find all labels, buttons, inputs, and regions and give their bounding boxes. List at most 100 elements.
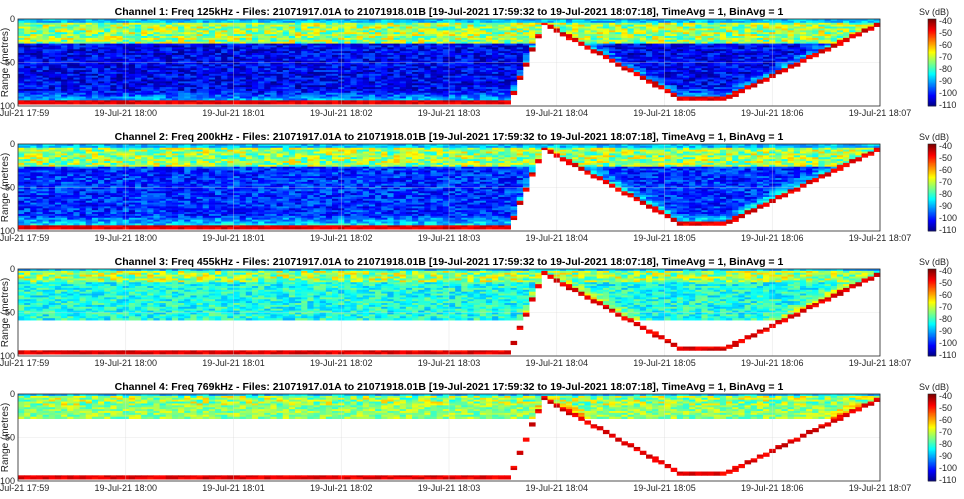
- colorbar-tick-label: -50: [939, 278, 952, 288]
- y-tick-label: 100: [0, 226, 15, 236]
- y-tick-label: 0: [10, 389, 15, 399]
- echogram-heatmap: [18, 269, 881, 355]
- x-tick-label: 19-Jul-21 18:07: [849, 108, 912, 118]
- y-tick-label: 100: [0, 351, 15, 361]
- panel-title: Channel 1: Freq 125kHz - Files: 21071917…: [115, 6, 784, 18]
- axes-frame: [17, 18, 881, 107]
- colorbar: Sv (dB)-40 -50 -60 -70 -80 -90 -100 -110: [919, 7, 957, 110]
- echogram-heatmap: [18, 394, 881, 480]
- x-tick-label: 19-Jul-21 17:59: [0, 108, 49, 118]
- channel-panel-4: Channel 4: Freq 769kHz - Files: 21071917…: [0, 381, 957, 493]
- colorbar: Sv (dB)-40 -50 -60 -70 -80 -90 -100 -110: [919, 132, 957, 235]
- colorbar-tick-label: -110: [939, 350, 956, 360]
- x-tick-label: 19-Jul-21 18:05: [633, 108, 696, 118]
- colorbar-tick-label: -80: [939, 314, 952, 324]
- channel-panel-2: Channel 2: Freq 200kHz - Files: 21071917…: [0, 131, 957, 243]
- x-tick-label: 19-Jul-21 18:00: [94, 233, 157, 243]
- x-tick-label: 19-Jul-21 18:07: [849, 358, 912, 368]
- x-tick-label: 19-Jul-21 18:05: [633, 483, 696, 493]
- x-tick-label: 19-Jul-21 18:03: [418, 233, 481, 243]
- channel-panel-3: Channel 3: Freq 455kHz - Files: 21071917…: [0, 256, 957, 368]
- colorbar-tick-label: -70: [939, 302, 952, 312]
- echogram-heatmap: [18, 19, 881, 105]
- colorbar-label: Sv (dB): [919, 7, 949, 17]
- colorbar-tick-label: -90: [939, 326, 952, 336]
- x-tick-label: 19-Jul-21 18:03: [418, 358, 481, 368]
- y-tick-label: 50: [5, 58, 15, 68]
- x-tick-label: 19-Jul-21 18:00: [94, 108, 157, 118]
- axes-frame: [17, 268, 881, 357]
- y-tick-label: 100: [0, 476, 15, 486]
- x-tick-label: 19-Jul-21 18:01: [202, 108, 265, 118]
- y-tick-label: 0: [10, 264, 15, 274]
- x-tick-label: 19-Jul-21 18:04: [525, 108, 588, 118]
- x-tick-label: 19-Jul-21 18:04: [525, 358, 588, 368]
- colorbar-tick-label: -60: [939, 290, 952, 300]
- colorbar-tick-label: -100: [939, 213, 957, 223]
- colorbar-tick-label: -80: [939, 64, 952, 74]
- colorbar-tick-label: -90: [939, 451, 952, 461]
- x-tick-label: 19-Jul-21 18:01: [202, 358, 265, 368]
- colorbar-tick-label: -80: [939, 439, 952, 449]
- colorbar-tick-label: -60: [939, 415, 952, 425]
- x-tick-label: 19-Jul-21 18:01: [202, 483, 265, 493]
- y-axis-label: Range (metres): [0, 278, 11, 347]
- x-tick-label: 19-Jul-21 18:07: [849, 483, 912, 493]
- colorbar-tick-label: -40: [939, 266, 952, 276]
- y-tick-label: 0: [10, 139, 15, 149]
- axes-frame: [17, 143, 881, 232]
- x-tick-label: 19-Jul-21 17:59: [0, 483, 49, 493]
- x-tick-label: 19-Jul-21 18:06: [741, 108, 804, 118]
- x-tick-label: 19-Jul-21 18:02: [310, 233, 373, 243]
- channel-panel-1: Channel 1: Freq 125kHz - Files: 21071917…: [0, 6, 957, 118]
- y-axis-label: Range (metres): [0, 403, 11, 472]
- x-tick-label: 19-Jul-21 18:06: [741, 233, 804, 243]
- colorbar-tick-label: -70: [939, 427, 952, 437]
- colorbar-tick-label: -100: [939, 88, 957, 98]
- colorbar-tick-label: -90: [939, 201, 952, 211]
- colorbar-label: Sv (dB): [919, 382, 949, 392]
- colorbar: Sv (dB)-40 -50 -60 -70 -80 -90 -100 -110: [919, 382, 957, 485]
- y-tick-label: 0: [10, 14, 15, 24]
- colorbar-tick-label: -50: [939, 28, 952, 38]
- x-tick-label: 19-Jul-21 17:59: [0, 233, 49, 243]
- colorbar-tick-label: -60: [939, 165, 952, 175]
- panel-title: Channel 3: Freq 455kHz - Files: 21071917…: [115, 256, 784, 268]
- colorbar-tick-label: -100: [939, 338, 957, 348]
- x-tick-label: 19-Jul-21 18:00: [94, 358, 157, 368]
- colorbar-tick-label: -110: [939, 225, 956, 235]
- y-tick-label: 100: [0, 101, 15, 111]
- colorbar-tick-label: -90: [939, 76, 952, 86]
- x-tick-label: 19-Jul-21 18:06: [741, 483, 804, 493]
- x-tick-label: 19-Jul-21 18:04: [525, 483, 588, 493]
- colorbar-tick-label: -110: [939, 100, 956, 110]
- panel-title: Channel 4: Freq 769kHz - Files: 21071917…: [115, 381, 784, 393]
- x-tick-label: 19-Jul-21 18:02: [310, 108, 373, 118]
- x-tick-label: 19-Jul-21 18:03: [418, 483, 481, 493]
- x-tick-label: 19-Jul-21 18:03: [418, 108, 481, 118]
- colorbar-tick-label: -110: [939, 475, 956, 485]
- axes-frame: [17, 393, 881, 482]
- y-tick-label: 50: [5, 183, 15, 193]
- colorbar-tick-label: -40: [939, 141, 952, 151]
- colorbar: Sv (dB)-40 -50 -60 -70 -80 -90 -100 -110: [919, 257, 957, 360]
- x-tick-label: 19-Jul-21 18:04: [525, 233, 588, 243]
- y-tick-label: 50: [5, 433, 15, 443]
- y-tick-label: 50: [5, 308, 15, 318]
- colorbar-tick-label: -50: [939, 403, 952, 413]
- colorbar-tick-label: -100: [939, 463, 957, 473]
- x-tick-label: 19-Jul-21 18:02: [310, 358, 373, 368]
- colorbar-tick-label: -60: [939, 40, 952, 50]
- x-tick-label: 19-Jul-21 18:07: [849, 233, 912, 243]
- colorbar-tick-label: -80: [939, 189, 952, 199]
- colorbar-label: Sv (dB): [919, 132, 949, 142]
- x-tick-label: 19-Jul-21 18:05: [633, 358, 696, 368]
- colorbar-tick-label: -70: [939, 177, 952, 187]
- x-tick-label: 19-Jul-21 17:59: [0, 358, 49, 368]
- panel-title: Channel 2: Freq 200kHz - Files: 21071917…: [115, 131, 784, 143]
- echogram-heatmap: [18, 144, 881, 230]
- x-tick-label: 19-Jul-21 18:02: [310, 483, 373, 493]
- colorbar-label: Sv (dB): [919, 257, 949, 267]
- x-tick-label: 19-Jul-21 18:06: [741, 358, 804, 368]
